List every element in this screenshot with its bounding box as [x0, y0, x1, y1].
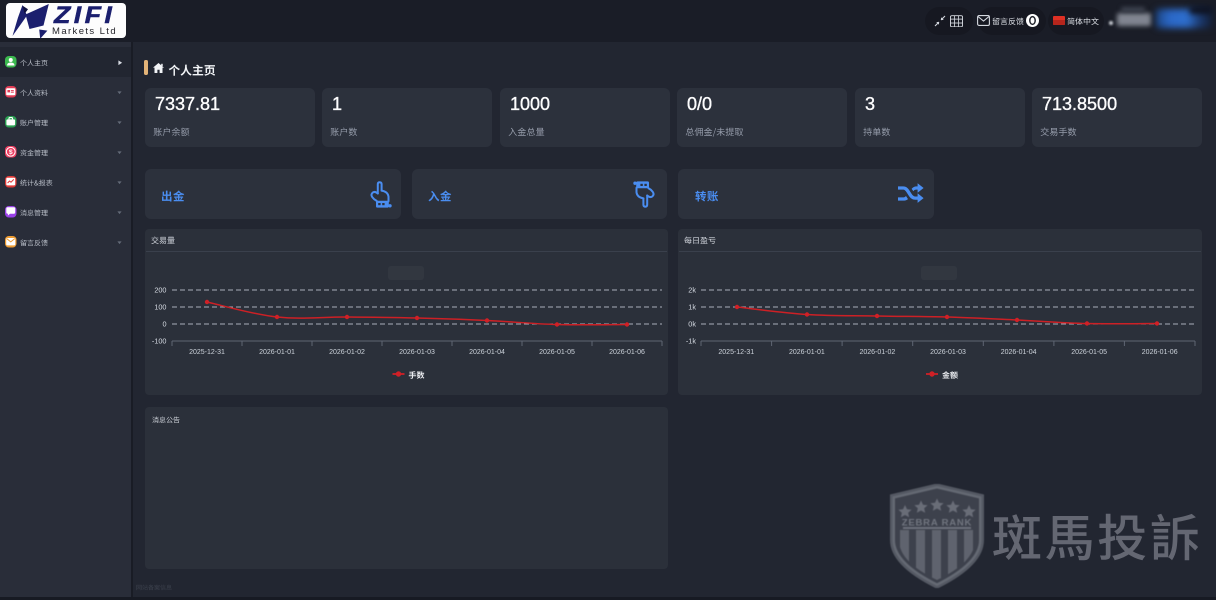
svg-text:2026-01-04: 2026-01-04	[469, 349, 505, 356]
svg-text:2026-01-02: 2026-01-02	[859, 349, 895, 356]
svg-text:2026-01-05: 2026-01-05	[1071, 349, 1107, 356]
svg-text:2026-01-06: 2026-01-06	[609, 349, 645, 356]
svg-text:2026-01-01: 2026-01-01	[259, 349, 295, 356]
svg-text:2026-01-06: 2026-01-06	[1142, 349, 1178, 356]
svg-text:2026-01-03: 2026-01-03	[930, 349, 966, 356]
svg-text:2026-01-05: 2026-01-05	[539, 349, 575, 356]
svg-text:ZEBRA RANK: ZEBRA RANK	[902, 518, 972, 529]
svg-text:1k: 1k	[688, 303, 696, 312]
svg-text:2026-01-01: 2026-01-01	[789, 349, 825, 356]
svg-text:2026-01-03: 2026-01-03	[399, 349, 435, 356]
svg-text:2026-01-04: 2026-01-04	[1001, 349, 1037, 356]
svg-text:$: $	[9, 149, 13, 156]
svg-text:2026-01-02: 2026-01-02	[329, 349, 365, 356]
svg-text:0k: 0k	[688, 320, 696, 329]
svg-text:0: 0	[162, 320, 166, 329]
svg-text:2025-12-31: 2025-12-31	[718, 349, 754, 356]
svg-text:100: 100	[154, 303, 166, 312]
svg-text:-100: -100	[152, 337, 167, 346]
svg-text:200: 200	[154, 286, 166, 295]
svg-text:2025-12-31: 2025-12-31	[189, 349, 225, 356]
svg-text:-1k: -1k	[686, 337, 696, 346]
svg-text:2k: 2k	[688, 286, 696, 295]
